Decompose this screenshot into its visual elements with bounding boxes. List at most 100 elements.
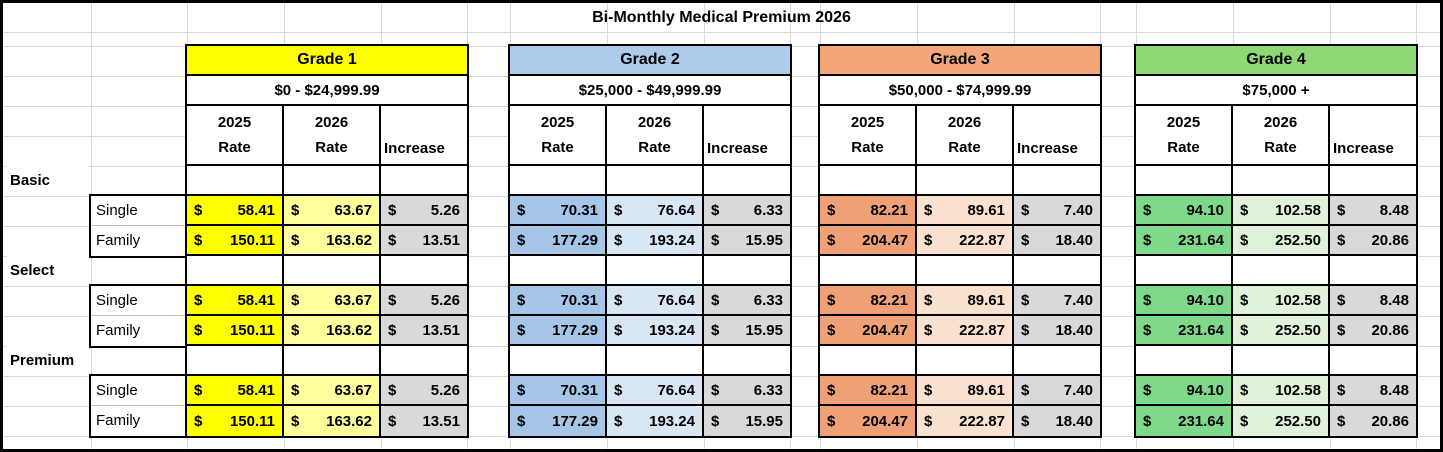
select-single-increase-cell: $8.48 xyxy=(1330,286,1416,316)
select-family-2025-cell: $231.64 xyxy=(1136,316,1233,346)
select-single-2026-cell: $63.67 xyxy=(284,286,381,316)
premium-single-2026-cell: $76.64 xyxy=(607,376,704,406)
currency-symbol: $ xyxy=(388,231,397,249)
basic-single-increase-cell: $8.48 xyxy=(1330,196,1416,226)
year-label: 2025 xyxy=(1166,114,1201,131)
select-row-labels: Single Family xyxy=(89,284,187,348)
spacer-cell xyxy=(187,346,284,376)
basic-single-2025-cell: $82.21 xyxy=(820,196,917,226)
premium-single-increase-cell: $6.33 xyxy=(704,376,790,406)
currency-symbol: $ xyxy=(924,381,933,399)
amount: 252.50 xyxy=(1275,321,1321,339)
amount: 89.61 xyxy=(967,381,1005,399)
currency-symbol: $ xyxy=(924,291,933,309)
currency-symbol: $ xyxy=(924,412,933,430)
amount: 58.41 xyxy=(237,201,275,219)
currency-symbol: $ xyxy=(614,381,623,399)
currency-symbol: $ xyxy=(1337,381,1346,399)
select-single-increase-cell: $6.33 xyxy=(704,286,790,316)
amount: 82.21 xyxy=(870,381,908,399)
premium-family-2025-cell: $177.29 xyxy=(510,406,607,436)
increase-label: Increase xyxy=(384,140,445,157)
currency-symbol: $ xyxy=(194,321,203,339)
grade-2-table: Grade 2 $25,000 - $49,999.99 2025 Rate 20… xyxy=(508,44,792,438)
select-single-2025-cell: $94.10 xyxy=(1136,286,1233,316)
amount: 63.67 xyxy=(334,201,372,219)
spacer-cell xyxy=(820,346,917,376)
currency-symbol: $ xyxy=(1143,231,1152,249)
spacer-cell xyxy=(187,166,284,196)
currency-symbol: $ xyxy=(1021,231,1030,249)
amount: 102.58 xyxy=(1275,381,1321,399)
col-header-increase: Increase xyxy=(1330,106,1416,166)
spacer-cell xyxy=(1014,346,1100,376)
amount: 222.87 xyxy=(959,321,1005,339)
amount: 15.95 xyxy=(745,321,783,339)
grade-3-name-cell: Grade 3 xyxy=(820,46,1100,76)
row-label-family: Family xyxy=(96,322,141,339)
currency-symbol: $ xyxy=(1021,381,1030,399)
amount: 8.48 xyxy=(1379,291,1409,309)
premium-single-2025-cell: $94.10 xyxy=(1136,376,1233,406)
premium-family-2025-cell: $204.47 xyxy=(820,406,917,436)
select-single-2026-cell: $76.64 xyxy=(607,286,704,316)
amount: 150.11 xyxy=(229,231,275,249)
currency-symbol: $ xyxy=(194,201,203,219)
spacer-cell xyxy=(917,256,1014,286)
basic-single-2025-cell: $58.41 xyxy=(187,196,284,226)
amount: 6.33 xyxy=(753,291,783,309)
year-label: 2025 xyxy=(850,114,885,131)
currency-symbol: $ xyxy=(517,231,526,249)
amount: 222.87 xyxy=(959,412,1005,430)
rate-label: Rate xyxy=(218,139,251,156)
currency-symbol: $ xyxy=(711,412,720,430)
currency-symbol: $ xyxy=(711,291,720,309)
amount: 252.50 xyxy=(1275,412,1321,430)
amount: 89.61 xyxy=(967,201,1005,219)
currency-symbol: $ xyxy=(291,412,300,430)
col-header-2025-rate: 2025 Rate xyxy=(820,106,917,166)
year-label: 2025 xyxy=(217,114,252,131)
amount: 204.47 xyxy=(862,231,908,249)
grade-1-salary-range-cell: $0 - $24,999.99 xyxy=(187,76,467,106)
select-family-increase-cell: $18.40 xyxy=(1014,316,1100,346)
spacer-cell xyxy=(1233,346,1330,376)
basic-family-2026-cell: $193.24 xyxy=(607,226,704,256)
spacer-cell xyxy=(381,166,467,196)
currency-symbol: $ xyxy=(711,231,720,249)
amount: 177.29 xyxy=(552,231,598,249)
select-family-2026-cell: $163.62 xyxy=(284,316,381,346)
amount: 193.24 xyxy=(649,231,695,249)
col-header-increase: Increase xyxy=(704,106,790,166)
row-label-single: Single xyxy=(91,376,185,406)
basic-single-increase-cell: $5.26 xyxy=(381,196,467,226)
currency-symbol: $ xyxy=(517,201,526,219)
amount: 204.47 xyxy=(862,321,908,339)
amount: 163.62 xyxy=(326,321,372,339)
spacer-cell xyxy=(1233,166,1330,196)
increase-label: Increase xyxy=(707,140,768,157)
amount: 8.48 xyxy=(1379,381,1409,399)
premium-family-2025-cell: $231.64 xyxy=(1136,406,1233,436)
basic-single-increase-cell: $7.40 xyxy=(1014,196,1100,226)
select-family-increase-cell: $20.86 xyxy=(1330,316,1416,346)
currency-symbol: $ xyxy=(1240,201,1249,219)
spacer-cell xyxy=(607,346,704,376)
currency-symbol: $ xyxy=(388,321,397,339)
spacer-cell xyxy=(284,256,381,286)
rate-label: Rate xyxy=(1167,139,1200,156)
currency-symbol: $ xyxy=(924,201,933,219)
col-header-increase: Increase xyxy=(381,106,467,166)
amount: 70.31 xyxy=(560,291,598,309)
amount: 13.51 xyxy=(422,231,460,249)
amount: 18.40 xyxy=(1055,231,1093,249)
col-header-2026-rate: 2026 Rate xyxy=(284,106,381,166)
currency-symbol: $ xyxy=(827,201,836,219)
rate-label: Rate xyxy=(1264,139,1297,156)
currency-symbol: $ xyxy=(614,231,623,249)
amount: 18.40 xyxy=(1055,412,1093,430)
amount: 222.87 xyxy=(959,231,1005,249)
basic-family-increase-cell: $15.95 xyxy=(704,226,790,256)
amount: 76.64 xyxy=(657,201,695,219)
amount: 177.29 xyxy=(552,412,598,430)
